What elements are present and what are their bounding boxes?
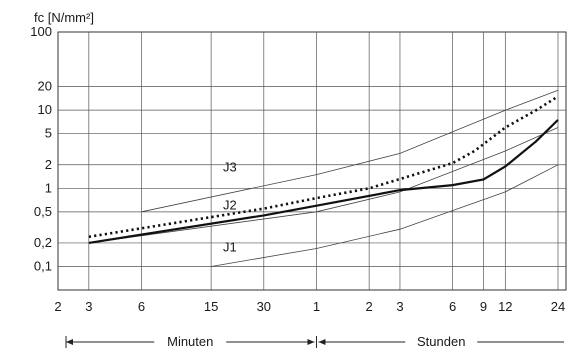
- range-hours-arrow-left: [318, 339, 326, 345]
- series-line-j1: [211, 164, 559, 267]
- x-tick-label: 2: [54, 299, 61, 314]
- y-tick-label: 1: [45, 180, 52, 195]
- x-tick-label: 12: [498, 299, 512, 314]
- range-minutes-label: Minuten: [167, 334, 213, 349]
- y-axis-label: fᴄ [N/mm²]: [34, 10, 94, 25]
- x-tick-label: 3: [85, 299, 92, 314]
- series-layer: [88, 89, 559, 267]
- series-line-dotted: [88, 95, 559, 239]
- grid-layer: [57, 31, 567, 291]
- x-tick-label: 3: [396, 299, 403, 314]
- x-tick-label: 30: [257, 299, 271, 314]
- x-tick-label: 1: [313, 299, 320, 314]
- y-tick-label: 10: [38, 102, 52, 117]
- x-tick-label: 2: [366, 299, 373, 314]
- x-tick-label: 15: [204, 299, 218, 314]
- x-tick-label: 6: [138, 299, 145, 314]
- curve-label-j1: J1: [223, 240, 237, 255]
- series-line-j3: [141, 89, 559, 213]
- x-tick-label: 9: [480, 299, 487, 314]
- y-tick-label: 0,5: [34, 204, 52, 219]
- range-minutes-arrow-right: [307, 339, 315, 345]
- series-line-solid: [88, 119, 559, 244]
- y-tick-label: 0,2: [34, 235, 52, 250]
- curve-label-j3: J3: [223, 160, 237, 175]
- y-tick-label: 100: [30, 24, 52, 39]
- y-tick-label: 20: [38, 79, 52, 94]
- y-tick-label: 5: [45, 126, 52, 141]
- plot-frame: [57, 31, 567, 291]
- curve-label-j2: J2: [223, 198, 237, 213]
- x-tick-label: 24: [551, 299, 565, 314]
- x-tick-label: 6: [449, 299, 456, 314]
- annotation-layer: J3 J2 J1 Minuten Stunden: [65, 160, 564, 349]
- range-hours-label: Stunden: [417, 334, 465, 349]
- range-minutes-arrow-left: [66, 339, 73, 345]
- y-tick-label: 0,1: [34, 258, 52, 273]
- y-tick-label: 2: [45, 157, 52, 172]
- series-line-j2: [88, 127, 559, 244]
